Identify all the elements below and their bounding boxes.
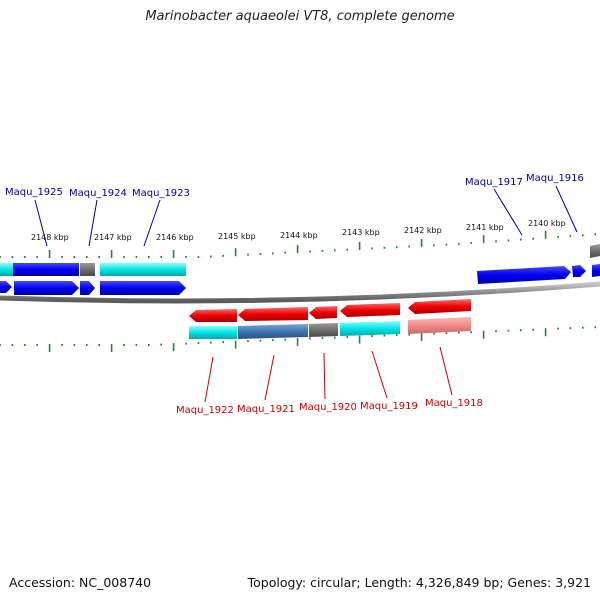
map-title: Marinobacter aquaeolei VT8, complete gen…	[145, 9, 455, 24]
gene-arrow-maqu-1920[interactable]	[309, 306, 337, 319]
scale-ticks-top	[0, 230, 597, 258]
forward-gene-labels: Maqu_1925 Maqu_1924 Maqu_1923 Maqu_1917 …	[5, 173, 584, 199]
gene-label-maqu-1919[interactable]: Maqu_1919	[360, 401, 418, 412]
scale-labels: 2148 kbp 2147 kbp 2146 kbp 2145 kbp 2144…	[31, 219, 566, 242]
forward-category-track	[0, 244, 600, 276]
reverse-gene-labels: Maqu_1922 Maqu_1921 Maqu_1920 Maqu_1919 …	[176, 398, 483, 416]
gene-label-maqu-1917[interactable]: Maqu_1917	[465, 177, 523, 188]
gene-arrow-maqu-1916[interactable]	[572, 265, 586, 277]
scale-label-2146: 2146 kbp	[156, 233, 194, 242]
scale-label-2148: 2148 kbp	[31, 233, 69, 242]
gene-label-maqu-1924[interactable]: Maqu_1924	[69, 188, 127, 199]
gene-arrow-maqu-1924[interactable]	[80, 281, 95, 295]
accession-text: Accession: NC_008740	[9, 575, 152, 590]
gene-label-maqu-1925[interactable]: Maqu_1925	[5, 187, 63, 198]
gene-arrow-maqu-1918[interactable]	[408, 299, 471, 314]
gene-arrow-maqu-1923[interactable]	[100, 281, 186, 295]
scale-label-2145: 2145 kbp	[218, 232, 256, 241]
scale-label-2140: 2140 kbp	[528, 219, 566, 228]
forward-strand-genes	[0, 264, 600, 295]
gene-label-maqu-1918[interactable]: Maqu_1918	[425, 398, 483, 409]
gene-arrow-partial[interactable]	[592, 264, 600, 277]
category-block[interactable]	[80, 263, 95, 276]
gene-label-maqu-1920[interactable]: Maqu_1920	[299, 402, 357, 413]
category-block[interactable]	[309, 323, 338, 337]
genome-backbone	[0, 281, 600, 304]
category-block[interactable]	[0, 263, 13, 276]
category-block[interactable]	[189, 326, 237, 339]
scale-label-2147: 2147 kbp	[94, 233, 132, 242]
genome-summary-text: Topology: circular; Length: 4,326,849 bp…	[247, 575, 591, 590]
gene-label-maqu-1916[interactable]: Maqu_1916	[526, 173, 584, 184]
scale-label-2143: 2143 kbp	[342, 228, 380, 237]
gene-arrow-maqu-1925[interactable]	[14, 281, 79, 295]
category-block[interactable]	[340, 321, 400, 336]
gene-arrow-maqu-1922[interactable]	[189, 309, 237, 322]
category-block[interactable]	[13, 263, 79, 276]
category-block[interactable]	[408, 317, 471, 334]
gene-label-maqu-1922[interactable]: Maqu_1922	[176, 405, 234, 416]
label-leader-lines	[34, 185, 578, 403]
category-block[interactable]	[100, 263, 186, 276]
category-block[interactable]	[238, 324, 308, 339]
scale-label-2142: 2142 kbp	[404, 226, 442, 235]
gene-arrow-maqu-1917[interactable]	[477, 266, 571, 284]
scale-label-2141: 2141 kbp	[466, 223, 504, 232]
scale-ticks-bottom	[0, 326, 597, 352]
gene-label-maqu-1923[interactable]: Maqu_1923	[132, 188, 190, 199]
reverse-category-track	[189, 317, 471, 339]
reverse-strand-genes	[189, 299, 471, 322]
gene-arrow-partial[interactable]	[0, 281, 12, 293]
scale-label-2144: 2144 kbp	[280, 231, 318, 240]
gene-arrow-maqu-1919[interactable]	[340, 303, 400, 317]
category-block[interactable]	[590, 244, 600, 258]
gene-label-maqu-1921[interactable]: Maqu_1921	[237, 404, 295, 415]
gene-arrow-maqu-1921[interactable]	[238, 307, 308, 321]
